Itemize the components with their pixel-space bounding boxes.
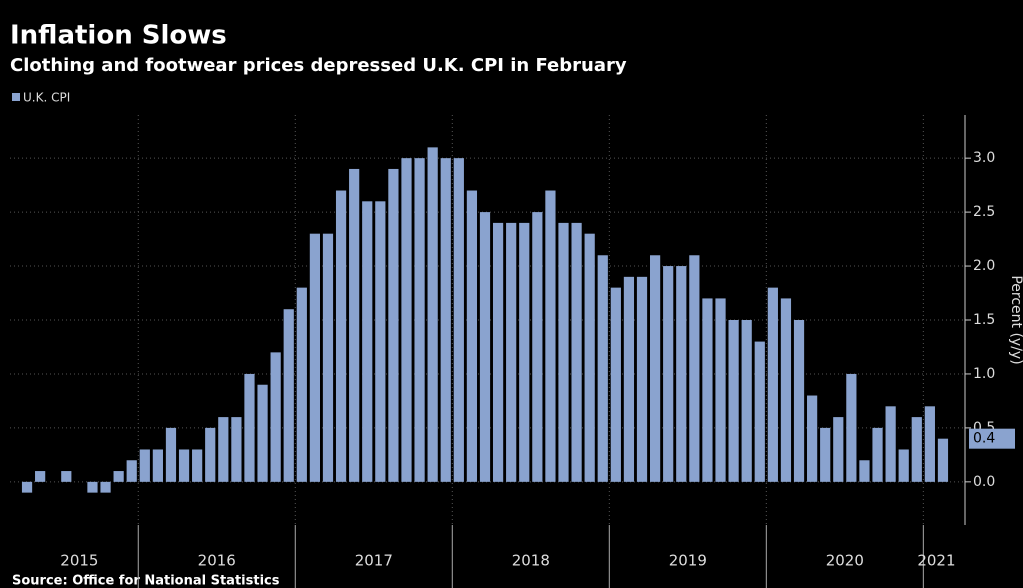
bar [924,406,935,482]
bar [349,168,360,482]
bar [702,298,713,482]
legend-swatch [12,93,20,101]
bar [571,222,582,482]
bar [231,417,242,482]
bar [623,276,635,482]
bar [558,222,569,482]
bar [898,449,909,482]
y-axis-label: Percent (y/y) [1008,275,1023,364]
bar [597,255,608,482]
bar [872,427,883,482]
bar [362,201,373,482]
x-tick-label: 2017 [355,552,393,570]
bar [545,190,556,482]
y-tick-label: 2.0 [973,258,995,274]
x-tick-label: 2021 [917,552,955,570]
source: Source: Office for National Statistics [12,574,280,588]
bar [192,449,203,482]
bar [584,233,595,482]
bar [689,255,700,482]
bar [506,222,517,482]
bar [21,481,33,493]
bar [820,427,831,482]
bar [414,158,425,482]
bar [270,352,281,482]
x-tick-label: 2015 [60,552,98,570]
bar [113,471,124,482]
bar [676,266,687,482]
bar [401,158,412,482]
bar [218,417,229,482]
bar [780,298,792,482]
bar [767,287,778,482]
bar [35,471,46,482]
y-tick-label: 0.0 [973,474,995,490]
y-tick-label: 3.0 [973,150,995,166]
bar [322,233,334,482]
bar [636,276,648,482]
bar [309,233,321,482]
bar [610,287,621,482]
x-tick-label: 2019 [669,552,707,570]
bar [754,341,765,482]
bar [244,373,255,482]
bar [178,449,190,482]
bar [807,395,818,482]
bar [126,460,137,482]
bar [532,212,543,482]
bar [859,460,870,482]
bar [165,427,177,482]
bar [283,309,294,482]
bar [833,417,844,482]
bar [100,481,111,493]
bar [87,481,98,493]
x-tick-label: 2018 [512,552,550,570]
bar [728,320,739,482]
x-tick-label: 2016 [198,552,236,570]
bar [335,190,347,482]
bar [937,438,949,482]
bar [885,406,896,482]
y-tick-label: 2.5 [973,204,995,220]
bar [466,190,478,482]
bar [492,222,504,482]
y-tick-label: 1.5 [973,312,995,328]
last-value-box [969,428,1015,449]
bar [793,320,805,482]
y-tick-label: 1.0 [973,366,995,382]
bar [205,427,216,482]
bar [911,417,922,482]
last-value-label: 0.4 [973,431,995,447]
x-tick-label: 2020 [826,552,864,570]
bar [453,158,464,482]
bar [375,201,386,482]
bar [296,287,307,482]
legend-label: U.K. CPI [23,91,70,105]
bar [139,449,150,482]
bar [152,449,163,482]
chart-title: Inflation Slows [10,21,227,51]
bar [846,373,857,482]
bar [519,222,530,482]
bar [649,255,661,482]
bar [427,147,438,482]
chart-subtitle: Clothing and footwear prices depressed U… [10,55,627,76]
bar [663,266,674,482]
bar [479,212,491,482]
bar [61,471,72,482]
bar [257,384,268,482]
bar [715,298,726,482]
bar [440,158,451,482]
bar [388,168,399,482]
bar [741,320,752,482]
